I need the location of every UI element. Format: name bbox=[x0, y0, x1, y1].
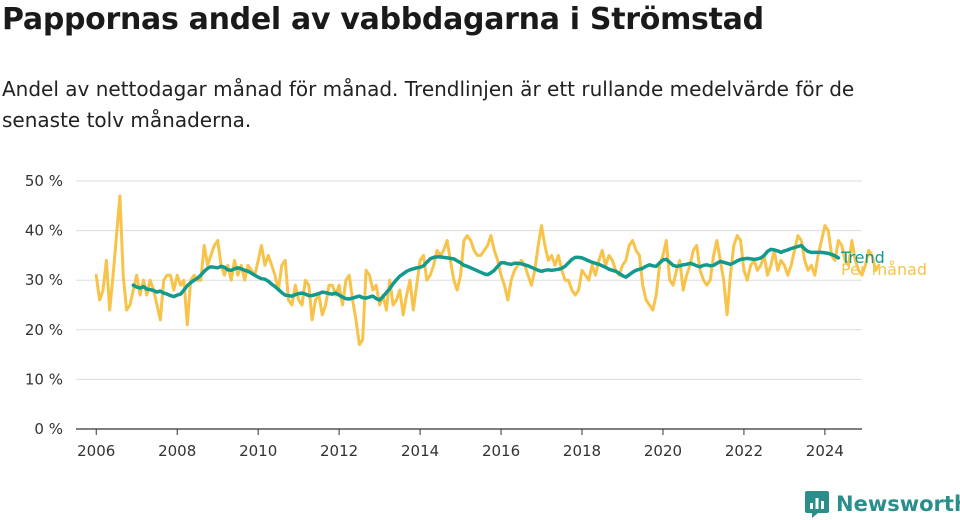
y-grid bbox=[76, 180, 862, 380]
x-tick-label: 2012 bbox=[320, 442, 358, 460]
y-tick-label: 40 % bbox=[25, 222, 63, 240]
x-tick-label: 2016 bbox=[482, 442, 520, 460]
x-tick-labels: 2006 2008 2010 2012 2014 2016 2018 2020 2022 2024 bbox=[77, 442, 844, 460]
newsworthy-logo-icon bbox=[805, 491, 829, 518]
chart-title: Pappornas andel av vabbdagarna i Strömst… bbox=[2, 2, 764, 37]
y-tick-labels: 0 % 10 % 20 % 30 % 40 % 50 % bbox=[25, 172, 63, 438]
x-tick-label: 2014 bbox=[401, 442, 439, 460]
y-tick-label: 30 % bbox=[25, 271, 63, 289]
y-tick-label: 20 % bbox=[25, 321, 63, 339]
line-chart: 0 % 10 % 20 % 30 % 40 % 50 % 2006 2008 2010 2012… bbox=[25, 172, 927, 460]
x-tick-label: 2008 bbox=[158, 442, 196, 460]
brand-name: Newsworthy bbox=[836, 492, 960, 516]
x-tick-label: 2006 bbox=[77, 442, 115, 460]
x-tick-label: 2018 bbox=[563, 442, 601, 460]
trend-line bbox=[131, 243, 841, 302]
x-axis bbox=[76, 428, 862, 435]
x-tick-label: 2020 bbox=[644, 442, 682, 460]
monthly-label: Per månad bbox=[841, 260, 927, 279]
monthly-line bbox=[94, 194, 881, 347]
series-lines bbox=[94, 194, 881, 347]
trend-label: Trend bbox=[840, 248, 885, 267]
x-tick-label: 2022 bbox=[725, 442, 763, 460]
y-tick-label: 50 % bbox=[25, 172, 63, 190]
y-tick-label: 10 % bbox=[25, 370, 63, 388]
x-tick-label: 2024 bbox=[806, 442, 844, 460]
x-tick-label: 2010 bbox=[239, 442, 277, 460]
chart-subtitle: Andel av nettodagar månad för månad. Tre… bbox=[2, 77, 855, 132]
y-tick-label: 0 % bbox=[34, 420, 63, 438]
newsworthy-brand[interactable]: Newsworthy bbox=[804, 489, 960, 519]
